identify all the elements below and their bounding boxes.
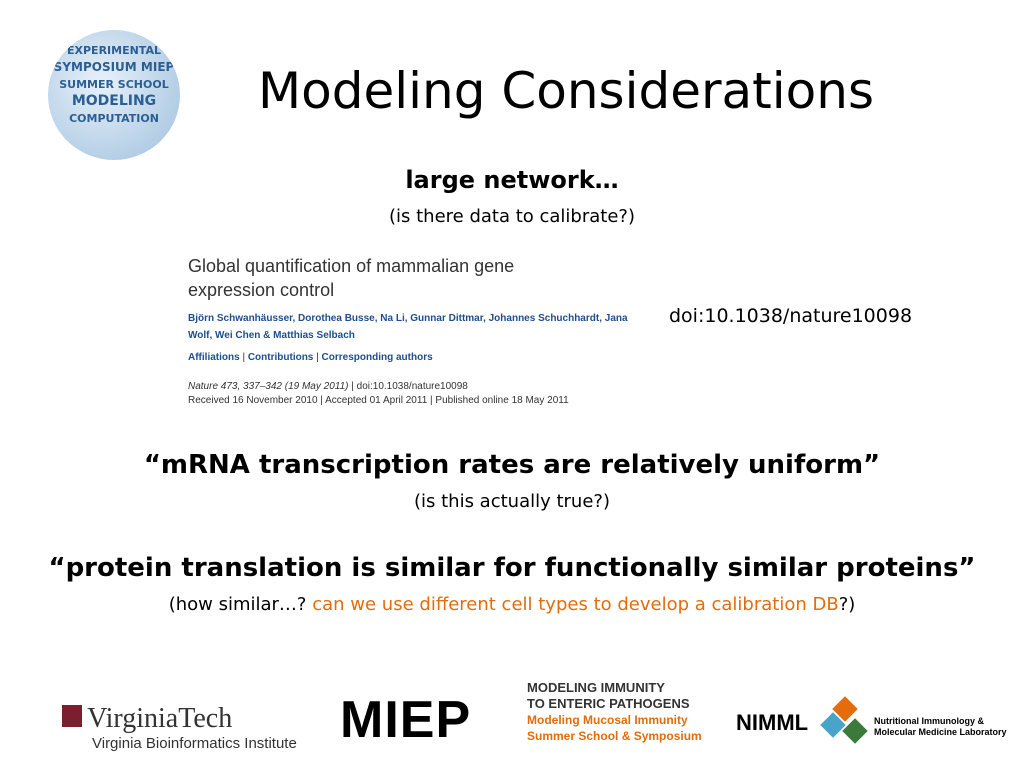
badge-logo: EXPERIMENTAL SYMPOSIUM MIEP SUMMER SCHOO… <box>48 30 180 160</box>
nimml-logo: NIMML <box>736 710 809 735</box>
miep-line: Modeling Mucosal Immunity <box>527 713 688 727</box>
note-text: ?) <box>838 594 856 615</box>
badge-word: SYMPOSIUM MIEP <box>53 60 175 74</box>
article-title: Global quantification of mammalian gene … <box>188 256 515 300</box>
heading: large network… <box>405 166 619 194</box>
link[interactable]: Contributions <box>247 352 314 363</box>
date: Published online 18 May 2011 <box>435 395 569 406</box>
article-citation: Nature 473, 337–342 (19 May 2011) | doi:… <box>188 381 468 392</box>
article-authors: Björn Schwanhäusser, Dorothea Busse, Na … <box>188 313 628 341</box>
note: (is there data to calibrate?) <box>388 206 635 227</box>
note-highlight: can we use different cell types to devel… <box>312 594 839 615</box>
date: Received 16 November 2010 <box>188 395 318 406</box>
vt-shield <box>62 705 82 727</box>
date: Accepted 01 April 2011 <box>325 395 428 406</box>
citation: doi:10.1038/nature10098 <box>356 381 468 392</box>
note: (how similar…? can we use different cell… <box>0 594 1024 615</box>
note-text: (how similar…? <box>168 594 307 615</box>
article-snippet: Global quantification of mammalian gene … <box>188 254 628 426</box>
miep-line: MODELING IMMUNITY <box>527 680 665 695</box>
vt-logo: VirginiaTech Virginia Bioinformatics Ins… <box>62 703 297 752</box>
heading: “mRNA transcription rates are relatively… <box>143 450 881 480</box>
article-dates: Received 16 November 2010 | Accepted 01 … <box>188 395 569 406</box>
miep-line: TO ENTERIC PATHOGENS <box>527 696 690 711</box>
nimml-text: Nutritional Immunology & Molecular Medic… <box>874 716 1007 738</box>
link[interactable]: Corresponding authors <box>321 352 433 363</box>
citation: Nature 473, 337–342 (19 May 2011) <box>188 381 349 392</box>
heading: “protein translation is similar for func… <box>48 553 976 583</box>
badge-word: MODELING <box>71 93 157 109</box>
miep-logo: MIEP <box>340 691 472 749</box>
badge-word: EXPERIMENTAL <box>67 44 161 57</box>
vt-name: VirginiaTech <box>87 703 233 734</box>
link[interactable]: Affiliations <box>188 352 240 363</box>
doi: doi:10.1038/nature10098 <box>669 305 913 327</box>
nimml-line: Molecular Medicine Laboratory <box>874 727 1007 737</box>
nimml-line: Nutritional Immunology & <box>874 716 984 726</box>
article-links: Affiliations | Contributions | Correspon… <box>188 352 433 363</box>
note: (is this actually true?) <box>413 491 610 512</box>
nimml-icon <box>820 696 868 744</box>
miep-line: Summer School & Symposium <box>527 729 702 743</box>
badge-word: SUMMER SCHOOL <box>59 78 169 91</box>
title: Modeling Considerations <box>258 62 874 120</box>
vt-institute: Virginia Bioinformatics Institute <box>92 735 297 752</box>
badge-word: COMPUTATION <box>69 112 159 125</box>
miep-text: MODELING IMMUNITY TO ENTERIC PATHOGENS M… <box>527 680 702 744</box>
